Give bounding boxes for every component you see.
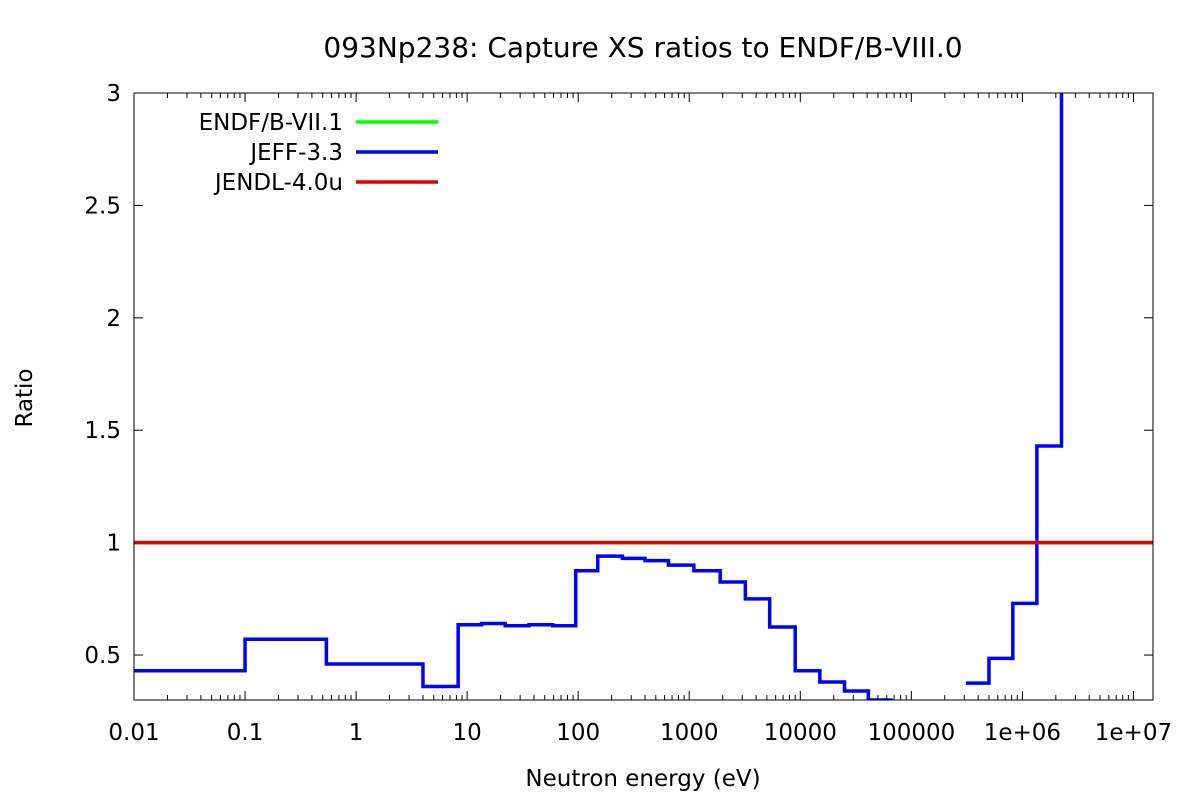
series-jeff-3-3-line (134, 93, 1064, 700)
chart-title: 093Np238: Capture XS ratios to ENDF/B-VI… (323, 31, 962, 64)
x-tick-label: 0.01 (108, 720, 159, 746)
x-tick-label: 10000 (764, 720, 837, 746)
legend: ENDF/B-VII.1 JEFF-3.3 JENDL-4.0u (199, 110, 438, 196)
y-tick-label: 2.5 (84, 193, 121, 219)
x-tick-label: 1e+06 (984, 720, 1061, 746)
y-tick-label: 0.5 (84, 643, 121, 669)
x-tick-label: 100000 (867, 720, 955, 746)
x-tick-label: 1 (349, 720, 364, 746)
x-tick-label: 1e+07 (1095, 720, 1172, 746)
y-tick-label: 1.5 (84, 418, 121, 444)
y-tick-label: 2 (106, 306, 121, 332)
y-tick-label: 1 (106, 531, 121, 557)
x-axis-label: Neutron energy (eV) (525, 766, 760, 792)
ticks-layer: 0.5 1 1.5 2 2.5 3 0.01 0.1 1 10 100 1000 10000 100000… (84, 81, 1172, 746)
x-tick-label: 100 (556, 720, 600, 746)
legend-entry-jeff-3-3-label: JEFF-3.3 (248, 140, 343, 166)
x-tick-label: 0.1 (227, 720, 264, 746)
legend-entry-endf-b-vii-1-label: ENDF/B-VII.1 (199, 110, 343, 136)
legend-entry-jendl-4-0u-label: JENDL-4.0u (213, 170, 343, 196)
x-tick-label: 1000 (660, 720, 719, 746)
y-tick-label: 3 (106, 81, 121, 107)
y-axis-label: Ratio (12, 368, 38, 427)
x-tick-label: 10 (453, 720, 482, 746)
plot-frame (133, 92, 1154, 701)
series-layer (134, 93, 1153, 700)
